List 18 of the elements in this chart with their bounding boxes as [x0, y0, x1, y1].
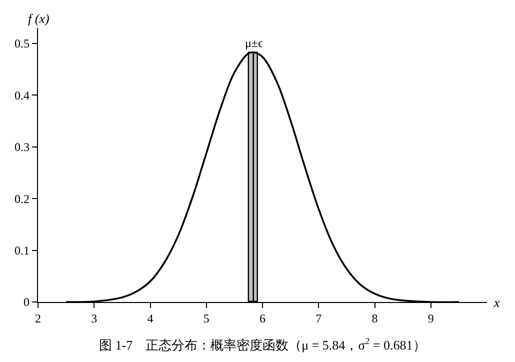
annotation: μ±ϵ: [245, 36, 264, 50]
text: 图 1-7 正态分布：概率密度函数（μ = 5.84，σ$^{2}$ = 0.681）: [99, 336, 426, 352]
x-tick-label: 3: [91, 312, 98, 326]
y-tick-label: 0.1: [14, 244, 30, 258]
y-tick-label: 0.2: [14, 192, 30, 206]
y-tick-label: 0: [24, 295, 30, 310]
x-tick-label: 4: [147, 312, 154, 326]
x-tick-label: 7: [316, 312, 322, 326]
x-tick-label: 9: [428, 312, 434, 326]
y-tick-label: 0.4: [14, 88, 30, 102]
x-tick-label: 5: [203, 312, 210, 326]
x-tick-label: 8: [372, 312, 378, 326]
x-tick-label: 2: [35, 312, 41, 326]
y-tick-label: 0.3: [14, 140, 30, 154]
y-axis-title: f (x): [28, 11, 50, 26]
x-tick-label: 6: [260, 312, 266, 326]
x-axis-title: x: [493, 295, 500, 310]
y-tick-label: 0.5: [14, 36, 30, 51]
